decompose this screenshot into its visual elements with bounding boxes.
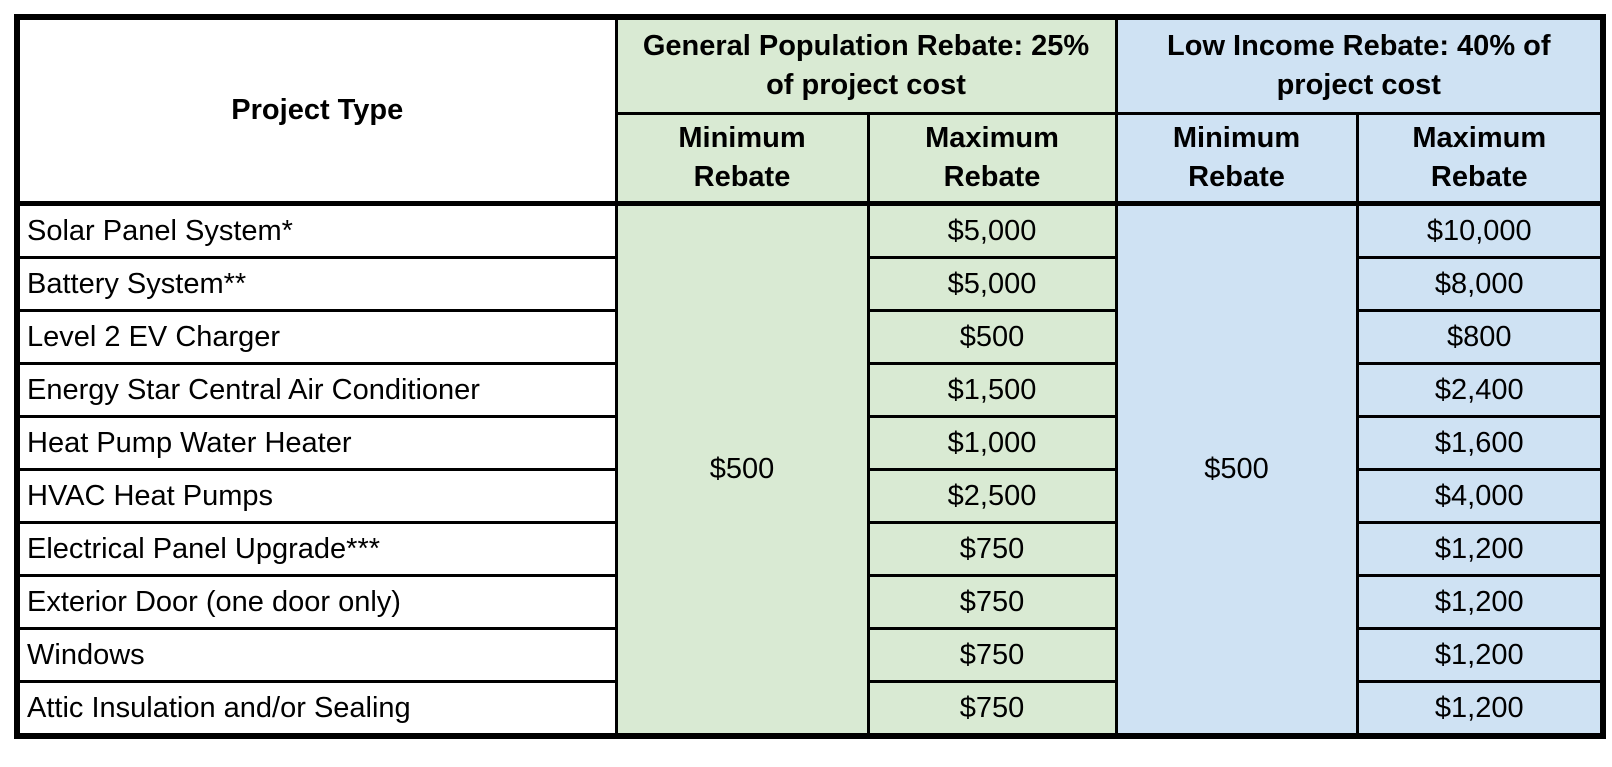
project-type-header: Project Type [15,15,618,206]
low-income-maximum-rebate-header: Maximum Rebate [1355,112,1605,206]
table-row: HVAC Heat Pumps $2,500 $4,000 [15,468,1605,524]
low-income-maximum-rebate-cell: $1,200 [1355,521,1605,577]
table-row: Electrical Panel Upgrade*** $750 $1,200 [15,521,1605,577]
low-income-minimum-rebate-cell: $500 [1114,202,1359,738]
general-maximum-rebate-cell: $750 [866,574,1118,630]
general-maximum-rebate-cell: $1,500 [866,362,1118,418]
low-income-maximum-rebate-cell: $1,600 [1355,415,1605,471]
general-maximum-rebate-cell: $5,000 [866,256,1118,312]
general-minimum-rebate-header: Minimum Rebate [614,112,870,206]
project-cell: Windows [15,627,618,683]
general-maximum-rebate-cell: $750 [866,680,1118,738]
table-row: Solar Panel System* $500 $5,000 $500 $10… [15,202,1605,738]
general-maximum-rebate-header: Maximum Rebate [866,112,1118,206]
project-cell: Electrical Panel Upgrade*** [15,521,618,577]
general-maximum-rebate-cell: $2,500 [866,468,1118,524]
general-maximum-rebate-cell: $1,000 [866,415,1118,471]
table-row: Heat Pump Water Heater $1,000 $1,600 [15,415,1605,471]
project-cell: Solar Panel System* [15,202,618,259]
low-income-maximum-rebate-cell: $1,200 [1355,680,1605,738]
low-income-maximum-rebate-cell: $4,000 [1355,468,1605,524]
general-maximum-rebate-cell: $5,000 [866,202,1118,259]
rebate-table: Project Type General Population Rebate: … [14,14,1607,739]
low-income-maximum-rebate-cell: $8,000 [1355,256,1605,312]
project-cell: Attic Insulation and/or Sealing [15,680,618,738]
table-row: Battery System** $5,000 $8,000 [15,256,1605,312]
general-maximum-rebate-cell: $750 [866,627,1118,683]
project-cell: Level 2 EV Charger [15,309,618,365]
general-maximum-rebate-cell: $750 [866,521,1118,577]
low-income-minimum-rebate-header: Minimum Rebate [1114,112,1359,206]
header-group-row: Project Type General Population Rebate: … [15,15,1605,206]
general-population-group-header: General Population Rebate: 25% of projec… [614,15,1118,115]
table-row: Attic Insulation and/or Sealing $750 $1,… [15,680,1605,738]
low-income-maximum-rebate-cell: $1,200 [1355,627,1605,683]
general-minimum-rebate-cell: $500 [614,202,870,738]
rebate-table-container: Project Type General Population Rebate: … [14,14,1607,739]
project-cell: Exterior Door (one door only) [15,574,618,630]
project-cell: Heat Pump Water Heater [15,415,618,471]
table-row: Exterior Door (one door only) $750 $1,20… [15,574,1605,630]
low-income-maximum-rebate-cell: $800 [1355,309,1605,365]
table-row: Energy Star Central Air Conditioner $1,5… [15,362,1605,418]
project-cell: HVAC Heat Pumps [15,468,618,524]
project-cell: Battery System** [15,256,618,312]
low-income-group-header: Low Income Rebate: 40% of project cost [1114,15,1605,115]
low-income-maximum-rebate-cell: $2,400 [1355,362,1605,418]
general-maximum-rebate-cell: $500 [866,309,1118,365]
low-income-maximum-rebate-cell: $10,000 [1355,202,1605,259]
header-sub-row: Minimum Rebate Maximum Rebate Minimum Re… [17,112,1605,206]
table-row: Level 2 EV Charger $500 $800 [15,309,1605,365]
table-row: Windows $750 $1,200 [15,627,1605,683]
project-cell: Energy Star Central Air Conditioner [15,362,618,418]
low-income-maximum-rebate-cell: $1,200 [1355,574,1605,630]
